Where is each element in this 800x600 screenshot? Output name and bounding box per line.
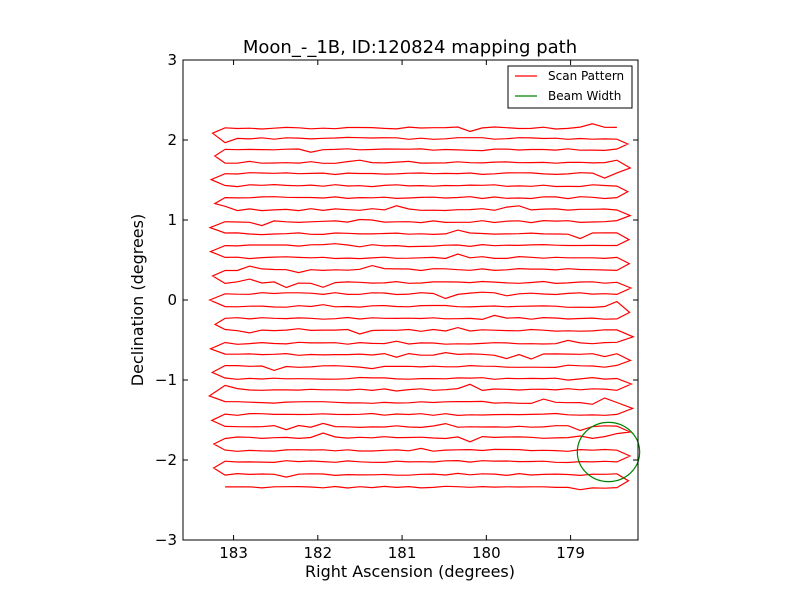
y-axis-label: Declination (degrees) xyxy=(128,214,147,386)
x-axis-label: Right Ascension (degrees) xyxy=(305,562,515,581)
y-tick-label: 1 xyxy=(167,211,177,229)
x-tick-label: 182 xyxy=(303,544,332,562)
y-axis-ticks: −3 −2 −1 0 1 2 3 xyxy=(155,51,638,549)
plot-area xyxy=(183,60,638,540)
chart-title: Moon_-_1B, ID:120824 mapping path xyxy=(243,37,577,58)
x-tick-label: 183 xyxy=(219,544,248,562)
y-tick-label: 0 xyxy=(167,291,177,309)
legend-label-scan: Scan Pattern xyxy=(548,69,624,83)
legend: Scan Pattern Beam Width xyxy=(507,65,633,109)
legend-box xyxy=(507,65,633,109)
scan-pattern-series xyxy=(207,123,635,491)
y-tick-label: −1 xyxy=(155,371,177,389)
y-tick-label: −3 xyxy=(155,531,177,549)
y-tick-label: 3 xyxy=(167,51,177,69)
y-tick-label: 2 xyxy=(167,131,177,149)
x-axis-ticks: 183 182 181 180 179 xyxy=(219,60,585,562)
legend-label-beam: Beam Width xyxy=(548,89,621,103)
beam-width-circle xyxy=(576,421,641,483)
x-tick-label: 179 xyxy=(556,544,585,562)
scan-pattern-line xyxy=(207,123,635,491)
y-tick-label: −2 xyxy=(155,451,177,469)
beam-width-series xyxy=(576,421,641,483)
x-tick-label: 180 xyxy=(472,544,501,562)
x-tick-label: 181 xyxy=(388,544,417,562)
